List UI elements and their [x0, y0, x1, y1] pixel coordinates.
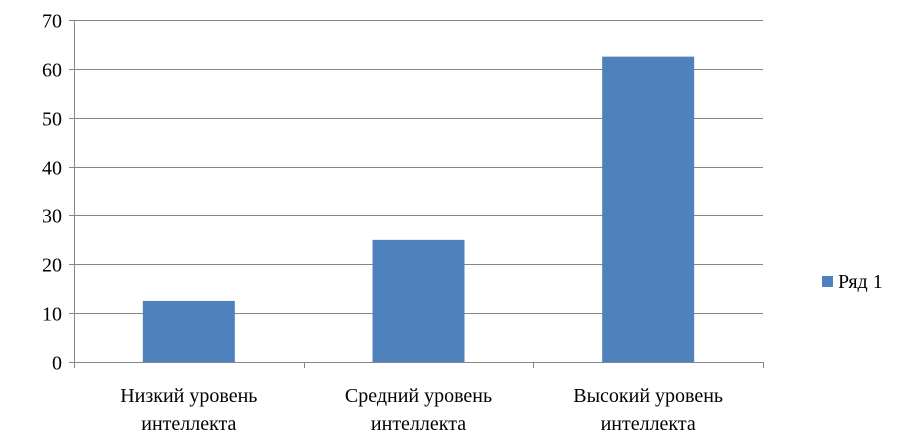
y-tick-label: 50 — [42, 109, 62, 131]
y-tick-label: 20 — [42, 255, 62, 277]
y-tick-label: 0 — [52, 353, 62, 375]
y-tick-label: 60 — [42, 60, 62, 82]
legend: Ряд 1 — [822, 271, 883, 293]
y-tick-label: 40 — [42, 158, 62, 180]
y-tick-label: 30 — [42, 206, 62, 228]
axes — [69, 20, 764, 368]
bar — [372, 239, 465, 362]
x-tick-label: Средний уровень интеллекта — [345, 385, 492, 435]
y-tick-labels: 0 10 20 30 40 50 60 70 — [42, 11, 62, 375]
bar — [142, 300, 235, 362]
bar — [602, 56, 695, 363]
gridlines — [74, 20, 763, 314]
x-tick-labels: Низкий уровень интеллекта Средний уровень и… — [120, 385, 723, 435]
y-tick-label: 10 — [42, 304, 62, 326]
y-tick-label: 70 — [42, 11, 62, 33]
x-tick-label: Высокий уровень интеллекта — [573, 385, 723, 435]
legend-label: Ряд 1 — [838, 271, 883, 293]
legend-swatch — [822, 276, 833, 287]
bars — [142, 56, 695, 363]
x-tick-label: Низкий уровень интеллекта — [120, 385, 257, 435]
